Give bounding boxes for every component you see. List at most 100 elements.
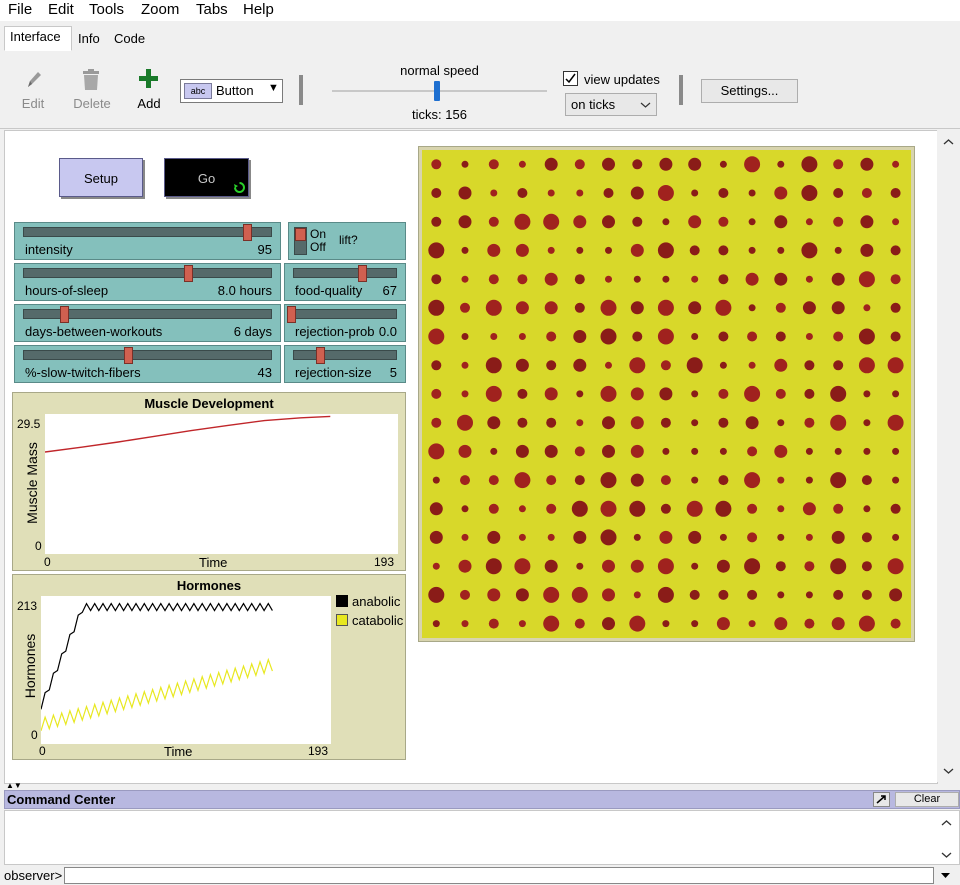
slider-hours-of-sleep[interactable]: hours-of-sleep 8.0 hours [14,263,281,301]
muscle-fiber [659,530,673,544]
muscle-fiber [892,447,900,455]
go-button[interactable]: Go [164,158,249,197]
chevron-up-icon[interactable] [941,819,952,827]
slider-thumb[interactable] [316,347,325,364]
slider-track[interactable] [293,309,397,319]
slider-intensity[interactable]: intensity 95 [14,222,281,260]
menu-zoom[interactable]: Zoom [141,1,180,18]
view-updates-label: view updates [584,72,660,87]
pencil-icon[interactable] [22,69,44,91]
muscle-fiber [748,246,756,254]
muscle-fiber [747,331,758,342]
muscle-fiber [719,447,727,455]
chevron-up-icon[interactable] [943,138,954,146]
slider-thumb[interactable] [243,224,252,241]
muscle-fiber [805,591,813,599]
menu-file[interactable]: File [8,1,33,18]
muscle-fiber [892,160,900,168]
slider-track[interactable] [23,309,272,319]
command-input[interactable] [64,867,934,884]
switch-track[interactable] [294,227,307,255]
muscle-fiber [657,586,674,603]
chevron-down-icon[interactable] [940,872,951,879]
muscle-fiber [863,390,871,398]
slider-thumb[interactable] [358,265,367,282]
delete-button[interactable]: Delete [73,96,111,111]
plot-hormones[interactable]: Hormones 213 0 0 193 Time Hormones anabo… [12,574,406,760]
slider-thumb[interactable] [287,306,296,323]
muscle-fiber [691,275,699,283]
slider-thumb[interactable] [124,347,133,364]
speed-slider-thumb[interactable] [434,81,440,101]
muscle-fiber [488,475,499,486]
tab-interface[interactable]: Interface [4,26,72,51]
slider-track[interactable] [293,350,397,360]
muscle-fiber [428,328,445,345]
slider-track[interactable] [23,268,272,278]
setup-button[interactable]: Setup [59,158,143,197]
observer-prompt[interactable]: observer> [4,868,63,883]
settings-button[interactable]: Settings... [701,79,798,103]
muscle-fiber [890,331,901,342]
muscle-fiber [686,357,703,374]
muscle-fiber [458,559,472,573]
muscle-fiber [890,188,901,198]
muscle-fiber [633,275,641,283]
menu-help[interactable]: Help [243,1,274,18]
muscle-fiber [660,360,671,371]
muscle-fiber [488,503,499,514]
muscle-fiber [805,533,813,541]
plot-muscle-development[interactable]: Muscle Development 29.5 0 0 193 Time Mus… [12,392,406,571]
slider-rejection-prob[interactable]: rejection-prob 0.0 [284,304,406,342]
menu-edit[interactable]: Edit [48,1,74,18]
trash-icon[interactable] [81,68,101,92]
plus-icon[interactable] [138,68,160,90]
update-mode-dropdown[interactable]: on ticks [565,93,657,116]
slider-thumb[interactable] [60,306,69,323]
muscle-fiber [804,417,815,428]
interface-scrollbar[interactable] [937,130,960,782]
slider-slow-twitch-fibers[interactable]: %-slow-twitch-fibers 43 [14,345,281,383]
muscle-fiber [517,388,528,399]
slider-track[interactable] [23,350,272,360]
tab-info[interactable]: Info [78,31,100,46]
view-updates-checkbox[interactable] [563,71,578,86]
slider-food-quality[interactable]: food-quality 67 [284,263,406,301]
muscle-fiber [805,476,813,484]
clear-button[interactable]: Clear [895,792,959,807]
muscle-fiber [861,475,872,486]
widget-type-dropdown[interactable]: abc Button ▼ [180,79,283,103]
add-button[interactable]: Add [137,96,161,111]
muscle-fiber [602,559,615,573]
muscle-fiber [830,414,847,431]
muscle-fiber [546,503,557,514]
muscle-fiber [860,243,874,257]
muscle-fiber [744,385,761,402]
world-view[interactable] [418,146,915,642]
switch-lift[interactable]: On Off lift? [288,222,406,260]
slider-thumb[interactable] [184,265,193,282]
command-output[interactable] [4,810,960,865]
muscle-fiber [804,561,815,572]
splitter-arrows[interactable]: ▲▼ [6,781,22,790]
edit-button[interactable]: Edit [21,96,45,111]
chevron-down-icon[interactable] [941,851,952,859]
slider-days-between-workouts[interactable]: days-between-workouts 6 days [14,304,281,342]
slider-rejection-size[interactable]: rejection-size 5 [284,345,406,383]
muscle-fiber [571,586,588,603]
slider-track[interactable] [23,227,272,237]
expand-icon[interactable] [873,792,890,807]
chevron-down-icon[interactable] [943,767,954,775]
slider-track[interactable] [293,268,397,278]
menu-tools[interactable]: Tools [89,1,125,18]
muscle-fiber [630,559,644,573]
tab-code[interactable]: Code [114,31,146,46]
muscle-fiber [490,447,498,455]
muscle-fiber [602,157,615,171]
switch-thumb[interactable] [295,228,306,241]
legend-label-catabolic: catabolic [352,613,404,628]
menu-tabs[interactable]: Tabs [196,1,228,18]
muscle-fiber [576,189,584,197]
muscle-fiber [860,157,874,171]
slider-name: food-quality [295,283,363,298]
